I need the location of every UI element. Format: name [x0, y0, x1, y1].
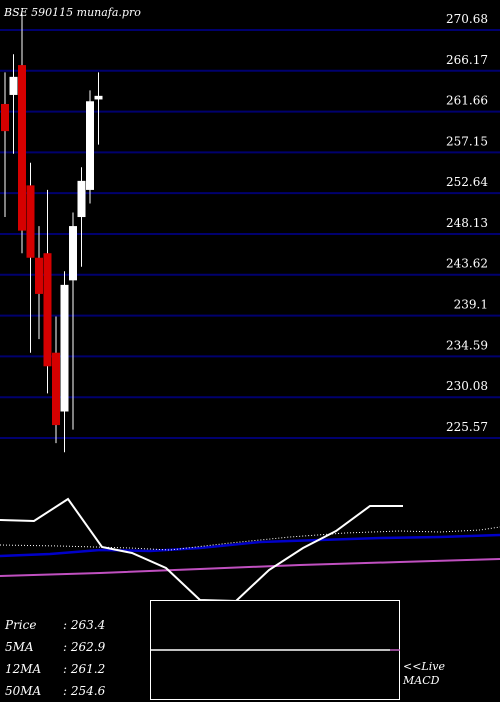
indicator-lines	[0, 497, 500, 603]
candle-down	[26, 185, 35, 258]
ma-line-blue	[0, 533, 500, 558]
ma5-value: 262.9	[70, 640, 106, 654]
ma5-label: 5MA	[5, 640, 34, 654]
price-value: 263.4	[70, 618, 106, 632]
y-tick-label: 252.64	[446, 175, 488, 189]
y-tick-label: 243.62	[446, 257, 488, 271]
ma-line-magenta	[0, 558, 500, 577]
y-tick-label: 257.15	[446, 134, 488, 148]
candle-up	[60, 284, 69, 412]
y-tick-label: 248.13	[446, 216, 488, 230]
ma12-value: 261.2	[70, 662, 106, 676]
candle-down	[52, 352, 60, 426]
ma50-label: 50MA	[5, 684, 42, 698]
macd-signal-line	[0, 497, 403, 603]
watermark: BSE 590115 munafa.pro	[4, 6, 141, 19]
candle-down	[35, 257, 43, 294]
price-label: Price	[5, 618, 37, 632]
y-tick-label: 225.57	[446, 420, 488, 434]
stats-panel: Price: 263.4 5MA: 262.9 12MA: 261.2 50MA…	[5, 614, 105, 702]
candle-down	[43, 253, 52, 367]
candle-up	[77, 180, 86, 218]
ma50-value: 254.6	[70, 684, 106, 698]
y-tick-label: 230.08	[446, 379, 488, 393]
live-macd-label: <<Live MACD	[403, 660, 445, 688]
y-tick-label: 234.59	[446, 338, 488, 352]
candle-up	[9, 76, 18, 95]
live-label: <<Live	[403, 660, 445, 673]
y-tick-label: 266.17	[446, 53, 488, 67]
y-tick-label: 239.1	[454, 298, 488, 312]
y-tick-label: 270.68	[446, 12, 488, 26]
macd-lines	[150, 649, 400, 651]
candlestick-series	[1, 13, 103, 453]
y-tick-label: 261.66	[446, 94, 488, 108]
candle-down	[1, 103, 9, 132]
candle-down	[18, 65, 26, 231]
ma12-label: 12MA	[5, 662, 42, 676]
macd-label: MACD	[403, 674, 440, 687]
candle-up	[86, 101, 94, 190]
macd-panel	[150, 600, 400, 700]
candle-up	[69, 226, 77, 281]
price-grid: 270.68 266.17 261.66 257.15 252.64 248.13 243.…	[0, 12, 500, 439]
candle-up	[94, 95, 103, 100]
